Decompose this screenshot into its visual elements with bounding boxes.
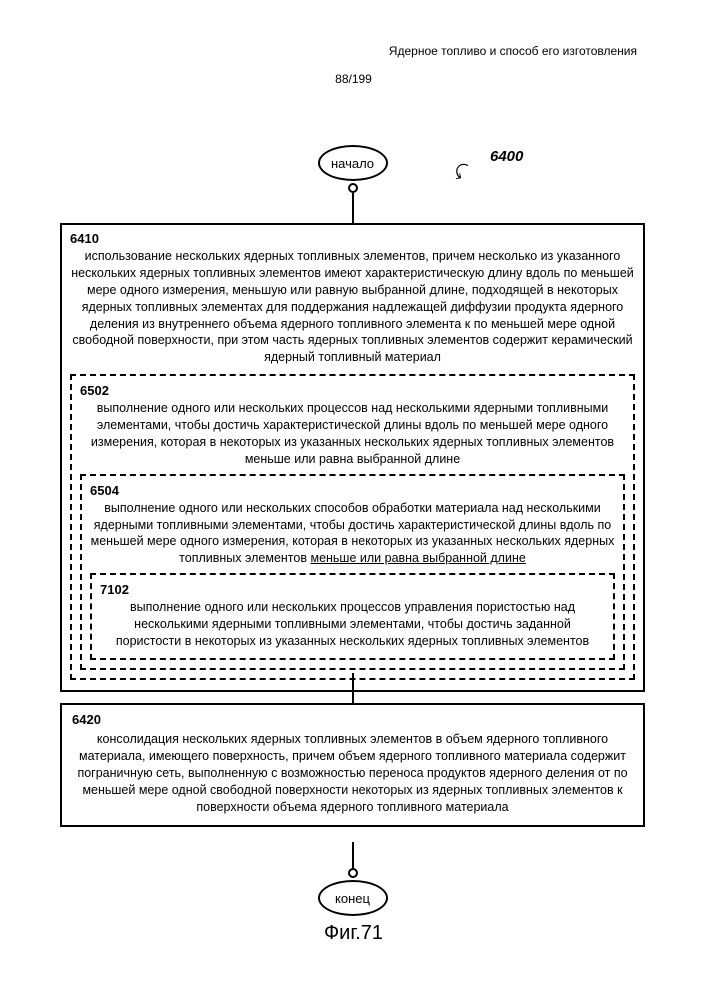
step-text-6504: выполнение одного или нескольких способо… [90, 500, 615, 568]
page-number: 88/199 [335, 72, 372, 86]
step-id-7102: 7102 [100, 582, 129, 597]
step-text-6420: консолидация нескольких ядерных топливны… [72, 731, 633, 815]
connector-line [352, 193, 354, 223]
substep-6502: 6502 выполнение одного или нескольких пр… [70, 374, 635, 680]
step-text-6410: использование нескольких ядерных топливн… [70, 248, 635, 366]
step-text-6504b: меньше или равна выбранной длине [310, 551, 525, 565]
start-terminal: начало [318, 145, 388, 181]
figure-caption: Фиг.71 [324, 922, 383, 945]
page-header-title: Ядерное топливо и способ его изготовлени… [389, 44, 637, 58]
connector-node-bottom [348, 868, 358, 878]
end-terminal: конец [318, 880, 388, 916]
connector-line [352, 842, 354, 870]
flowchart: начало ⤹ 6400 6410 использование несколь… [60, 140, 645, 920]
step-id-6420: 6420 [72, 712, 101, 727]
reference-arrow: ⤹ [450, 159, 471, 182]
process-step-6420: 6420 консолидация нескольких ядерных топ… [60, 703, 645, 827]
connector-node-top [348, 183, 358, 193]
process-step-6410: 6410 использование нескольких ядерных то… [60, 223, 645, 692]
substep-6504: 6504 выполнение одного или нескольких сп… [80, 474, 625, 670]
figure-reference-number: 6400 [490, 148, 523, 165]
step-text-7102: выполнение одного или нескольких процесс… [100, 599, 605, 650]
step-id-6502: 6502 [80, 383, 109, 398]
substep-7102: 7102 выполнение одного или нескольких пр… [90, 573, 615, 660]
step-text-6502: выполнение одного или нескольких процесс… [80, 400, 625, 468]
step-id-6410: 6410 [70, 231, 635, 246]
connector-line [352, 673, 354, 703]
step-id-6504: 6504 [90, 483, 119, 498]
